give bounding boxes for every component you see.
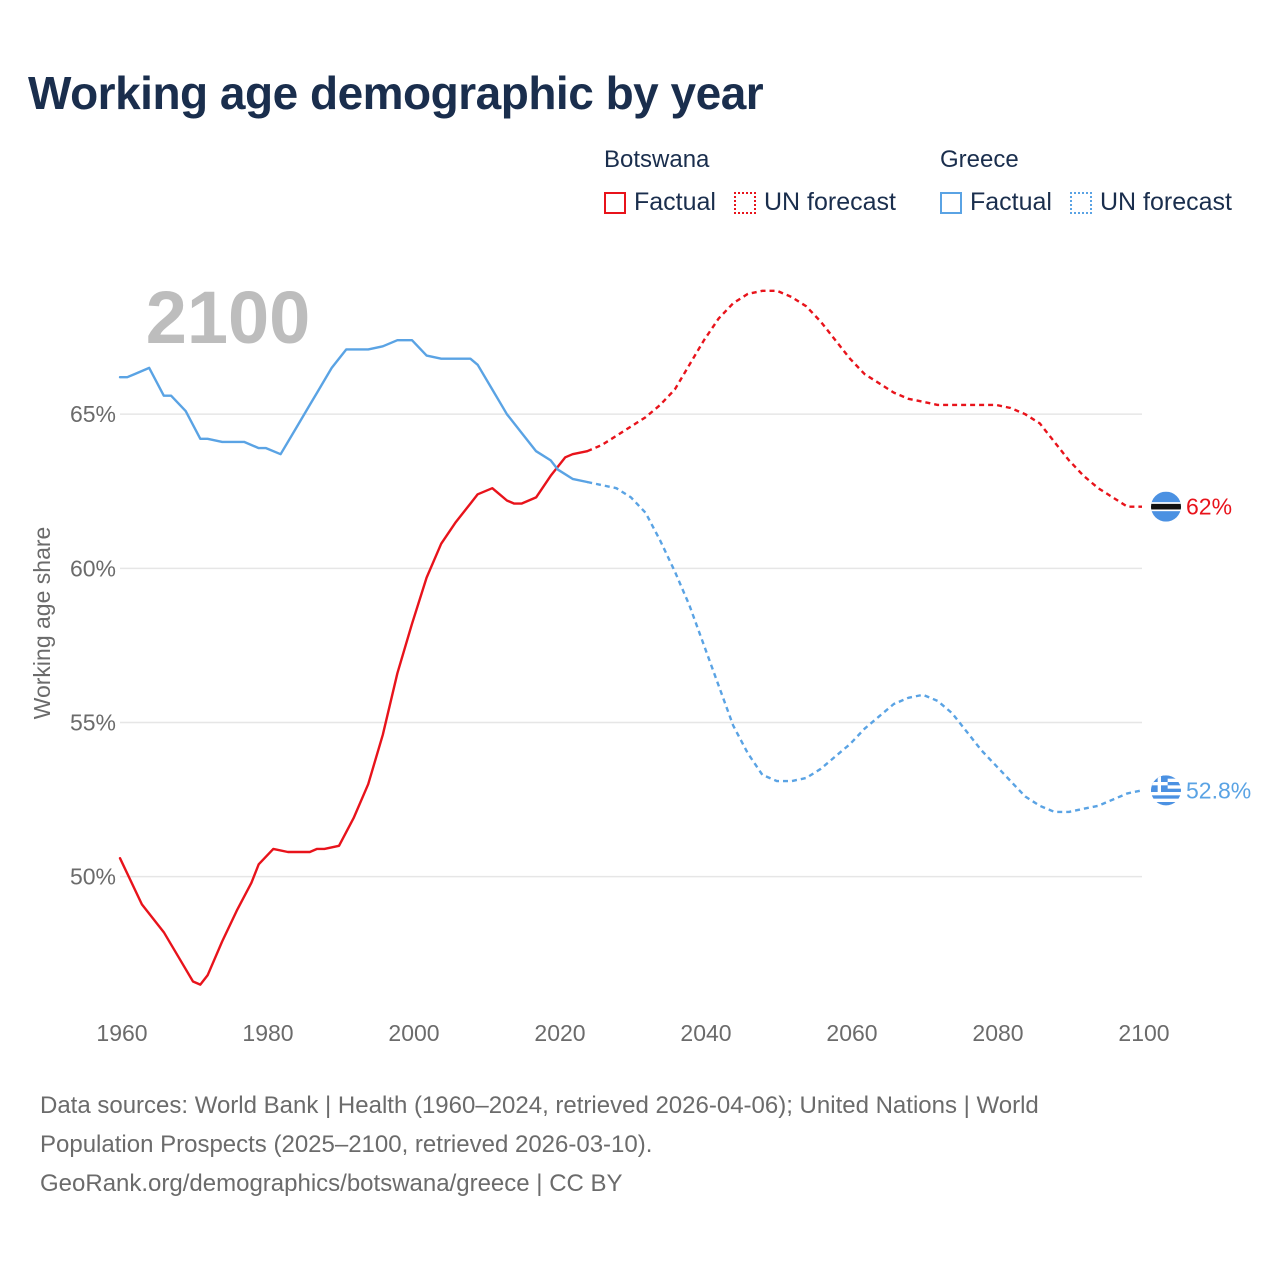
legend-item-botswana-forecast[interactable]: UN forecast <box>733 188 896 217</box>
x-tick-label: 2000 <box>388 1020 439 1046</box>
legend-label-factual: Factual <box>634 188 716 216</box>
y-axis: 50% 55% 60% 65% <box>70 401 116 890</box>
gridlines <box>120 413 1142 878</box>
legend-item-greece-factual[interactable]: Factual <box>940 188 1052 217</box>
legend-swatch-solid <box>604 191 626 214</box>
series-layer <box>118 289 1143 986</box>
y-tick-label: 65% <box>70 401 116 427</box>
end-labels: 62% 52.8% <box>1151 491 1251 806</box>
x-tick-label: 1960 <box>96 1020 147 1046</box>
x-axis: 1960 1980 2000 2020 2040 2060 2080 2100 <box>96 1020 1169 1046</box>
legend-item-greece-forecast[interactable]: UN forecast <box>1069 188 1232 217</box>
year-display: 2100 <box>146 276 311 359</box>
legend-label-factual: Factual <box>970 188 1052 216</box>
end-value-label: 62% <box>1186 494 1232 520</box>
y-axis-label: Working age share <box>29 527 55 720</box>
legend-swatch-solid <box>940 191 962 214</box>
y-tick-label: 60% <box>70 555 116 581</box>
x-tick-label: 2060 <box>826 1020 877 1046</box>
legend-group-greece: Greece Factual UN forecast <box>940 146 1250 217</box>
line-chart: 2100 50% 55% 60% 65% 1960 1980 2000 2020 2040 20… <box>29 276 1251 1046</box>
legend-item-botswana-factual[interactable]: Factual <box>604 188 716 217</box>
legend-country-greece: Greece <box>940 146 1019 173</box>
footer-sources-line2: Population Prospects (2025–2100, retriev… <box>40 1131 653 1158</box>
legend-label-forecast: UN forecast <box>1099 188 1232 216</box>
footer-attribution[interactable]: GeoRank.org/demographics/botswana/greece… <box>40 1170 623 1197</box>
greece-flag-icon <box>1151 775 1181 806</box>
series-line-greece-factual[interactable] <box>118 339 589 484</box>
footer-sources-line1: Data sources: World Bank | Health (1960–… <box>40 1092 1039 1119</box>
series-line-botswana-un-forecast[interactable] <box>586 289 1142 508</box>
footer: Data sources: World Bank | Health (1960–… <box>40 1086 1240 1203</box>
x-tick-label: 2040 <box>680 1020 731 1046</box>
legend-country-botswana: Botswana <box>604 146 710 173</box>
chart-title: Working age demographic by year <box>28 67 764 119</box>
end-value-label: 52.8% <box>1186 777 1251 803</box>
x-tick-label: 2100 <box>1118 1020 1169 1046</box>
series-line-greece-un-forecast[interactable] <box>586 480 1143 814</box>
x-tick-label: 2080 <box>972 1020 1023 1046</box>
legend-swatch-dotted <box>1069 191 1092 214</box>
y-tick-label: 55% <box>70 710 116 736</box>
legend-label-forecast: UN forecast <box>763 188 896 216</box>
legend-group-botswana: Botswana Factual UN forecast <box>604 146 914 217</box>
x-tick-label: 1980 <box>242 1020 293 1046</box>
legend-swatch-dotted <box>733 191 756 214</box>
y-tick-label: 50% <box>70 864 116 890</box>
botswana-flag-icon <box>1151 491 1181 522</box>
x-tick-label: 2020 <box>534 1020 585 1046</box>
series-line-botswana-factual[interactable] <box>118 450 589 986</box>
